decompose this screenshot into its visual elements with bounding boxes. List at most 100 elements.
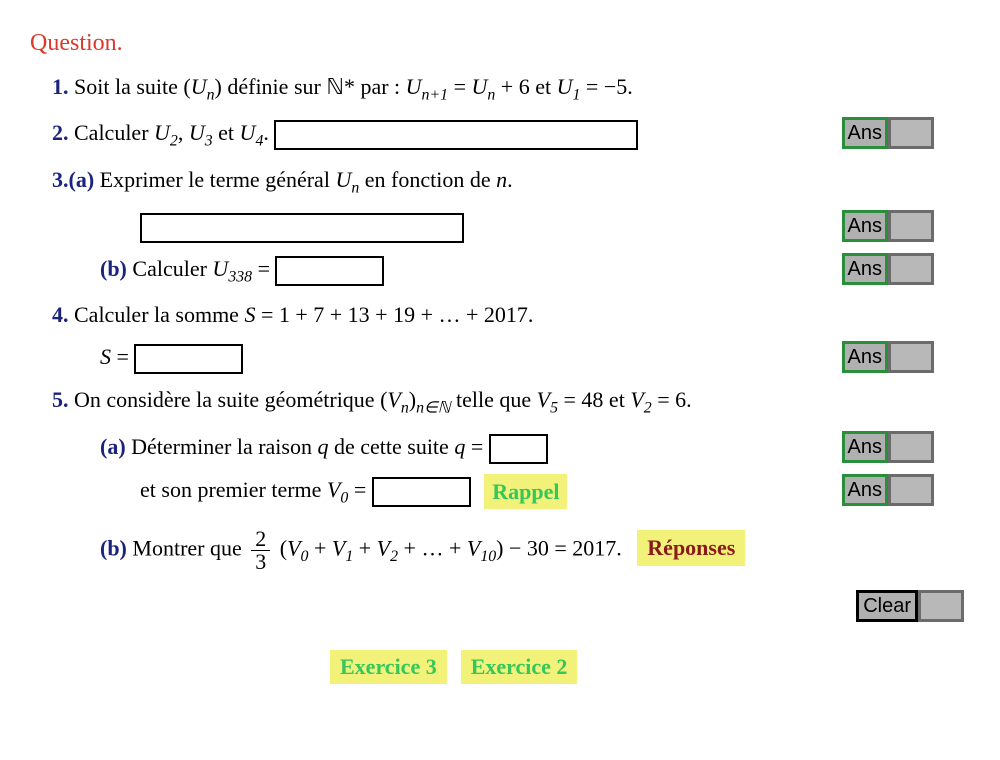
- sub-i2: 2: [390, 548, 398, 565]
- q3a-letter: (a): [69, 167, 95, 192]
- ans-box-icon: [888, 253, 934, 285]
- var-U: U: [191, 74, 207, 99]
- exercice-2-link[interactable]: Exercice 2: [461, 650, 578, 684]
- q4-input[interactable]: [134, 344, 243, 374]
- q1-txt3: par :: [355, 74, 406, 99]
- q3-number: 3.: [52, 167, 69, 192]
- q2-number: 2.: [52, 120, 69, 145]
- ans-box-icon: [888, 341, 934, 373]
- closep: ) − 30 = 2017.: [496, 535, 622, 560]
- question-5: 5. On considère la suite géométrique (Vn…: [30, 384, 970, 420]
- var-V2: V: [630, 387, 643, 412]
- question-1: 1. Soit la suite (Un) définie sur ℕ* par…: [30, 71, 970, 107]
- dots: + … +: [398, 535, 467, 560]
- ans-box-icon: [888, 431, 934, 463]
- question-5a: (a) Déterminer la raison q de cette suit…: [30, 431, 970, 464]
- sub-3: 3: [205, 133, 213, 150]
- q4-ans-button[interactable]: Ans: [842, 341, 934, 373]
- ans-label: Ans: [842, 341, 888, 373]
- q5a-q-input[interactable]: [489, 434, 548, 464]
- question-5b: (b) Montrer que 23 (V0 + V1 + V2 + … + V…: [30, 528, 970, 573]
- q3b-txt: Calculer: [127, 256, 213, 281]
- frac-den: 3: [251, 551, 270, 573]
- q5a2-ans-button[interactable]: Ans: [842, 474, 934, 506]
- q2-ans-button[interactable]: Ans: [842, 117, 934, 149]
- q5b-letter: (b): [100, 535, 127, 560]
- var-V: V: [377, 535, 390, 560]
- var-U4: U: [240, 120, 256, 145]
- q5a-txt: Déterminer la raison: [126, 434, 318, 459]
- ans-label: Ans: [842, 210, 888, 242]
- ans-label: Ans: [842, 431, 888, 463]
- var-n: n: [496, 167, 507, 192]
- question-3a-input-row: Ans: [30, 210, 970, 243]
- var-V5: V: [537, 387, 550, 412]
- eq338: =: [252, 256, 275, 281]
- q2-txt: Calculer: [69, 120, 155, 145]
- sub-i10: 10: [480, 548, 496, 565]
- q5a-ans-button[interactable]: Ans: [842, 431, 934, 463]
- comma: ,: [178, 120, 189, 145]
- question-5a-line2: et son premier terme V0 = Rappel Ans: [30, 474, 970, 510]
- rappel-button[interactable]: Rappel: [484, 474, 567, 510]
- q5a-v0-input[interactable]: [372, 477, 471, 507]
- var-U3: U: [189, 120, 205, 145]
- var-V0: V: [327, 477, 340, 502]
- plus2: +: [353, 535, 376, 560]
- eq48: = 48 et: [558, 387, 630, 412]
- var-Un: U: [471, 74, 487, 99]
- ans-box-icon: [888, 117, 934, 149]
- var-V: V: [467, 535, 480, 560]
- q5a-txt3: et son premier terme: [140, 477, 327, 502]
- sub-2: 2: [170, 133, 178, 150]
- var-U338: U: [212, 256, 228, 281]
- q3b-ans-button[interactable]: Ans: [842, 253, 934, 285]
- nat-star: ℕ*: [326, 74, 355, 99]
- dot: .: [263, 120, 269, 145]
- exercise-links: Exercice 3 Exercice 2: [330, 650, 577, 684]
- sub-n: n: [207, 86, 215, 103]
- eqs4: =: [111, 344, 134, 369]
- ans-label: Ans: [842, 117, 888, 149]
- reponses-button[interactable]: Réponses: [637, 530, 745, 566]
- q4-txt: Calculer la somme: [69, 302, 245, 327]
- q1-text: Soit la suite (: [69, 74, 191, 99]
- paren: (: [274, 535, 287, 560]
- var-U2b: U: [154, 120, 170, 145]
- q3a-input[interactable]: [140, 213, 464, 243]
- close: ): [409, 387, 416, 412]
- q2-input[interactable]: [274, 120, 638, 150]
- var-S2: S: [100, 344, 111, 369]
- exercice-3-link[interactable]: Exercice 3: [330, 650, 447, 684]
- question-3b: (b) Calculer U338 = Ans: [30, 253, 970, 289]
- q3a-ans-button[interactable]: Ans: [842, 210, 934, 242]
- var-U2: U: [406, 74, 422, 99]
- frac-num: 2: [251, 528, 270, 551]
- q4-number: 4.: [52, 302, 69, 327]
- ans-box-icon: [888, 210, 934, 242]
- q3a-txt2: en fonction de: [359, 167, 496, 192]
- q5b-txt: Montrer que: [127, 535, 247, 560]
- var-U1: U: [557, 74, 573, 99]
- question-2: 2. Calculer U2, U3 et U4. Ans: [30, 117, 970, 153]
- clear-label: Clear: [856, 590, 918, 622]
- var-V: V: [332, 535, 345, 560]
- question-4: 4. Calculer la somme S = 1 + 7 + 13 + 19…: [30, 299, 970, 331]
- telle: telle que: [451, 387, 537, 412]
- var-Vn: V: [387, 387, 400, 412]
- question-3a: 3.(a) Exprimer le terme général Un en fo…: [30, 164, 970, 200]
- clear-button[interactable]: Clear: [856, 590, 964, 622]
- sub-2v: 2: [644, 400, 652, 417]
- q1-txt2: ) définie sur: [215, 74, 327, 99]
- q3b-input[interactable]: [275, 256, 384, 286]
- exercise-content: Question. 1. Soit la suite (Un) définie …: [0, 0, 1000, 573]
- eqm5: = −5.: [580, 74, 632, 99]
- q5-number: 5.: [52, 387, 69, 412]
- sub-338: 338: [228, 268, 252, 285]
- q5a-letter: (a): [100, 434, 126, 459]
- q5a-txt2: de cette suite: [328, 434, 454, 459]
- dot3: .: [507, 167, 513, 192]
- var-V: V: [287, 535, 300, 560]
- q3a-txt: Exprimer le terme général: [94, 167, 335, 192]
- eqv0: =: [348, 477, 371, 502]
